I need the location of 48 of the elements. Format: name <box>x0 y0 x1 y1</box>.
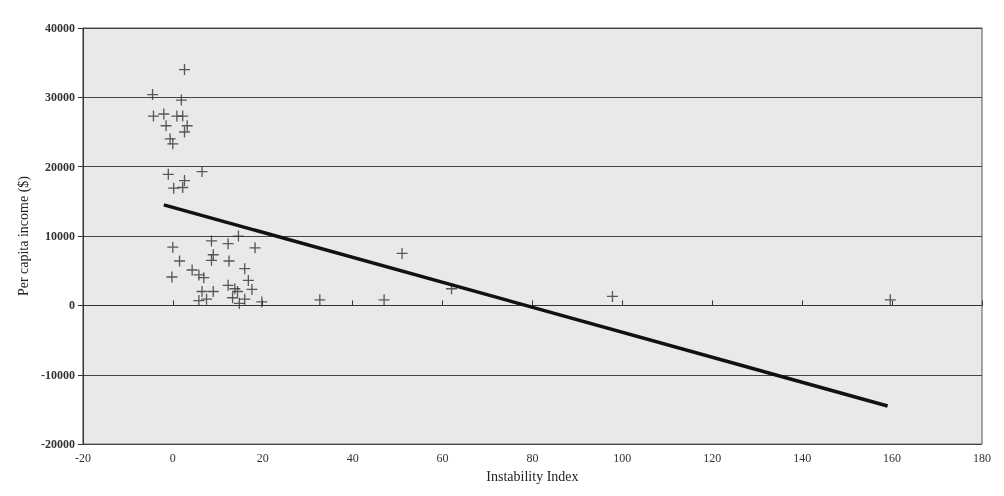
y-tick-label: 10000 <box>44 229 75 244</box>
y-tick-label: 0 <box>68 298 75 313</box>
point <box>205 235 217 247</box>
x-tick-label: 80 <box>526 451 539 466</box>
point <box>196 166 208 178</box>
y-tick-label: 20000 <box>44 159 75 174</box>
point <box>232 230 244 242</box>
point <box>147 110 159 122</box>
x-tick-label: 20 <box>256 451 269 466</box>
point <box>222 238 234 250</box>
point <box>239 293 251 305</box>
x-tick-label: 100 <box>613 451 632 466</box>
point <box>201 293 213 305</box>
point <box>222 279 234 291</box>
point <box>246 283 258 295</box>
x-tick-label: -20 <box>74 451 91 466</box>
x-tick-label: 0 <box>169 451 176 466</box>
y-tick-label: -20000 <box>40 437 75 452</box>
point <box>160 120 172 132</box>
point <box>166 271 178 283</box>
point <box>178 126 190 138</box>
point <box>177 110 189 122</box>
point <box>256 296 268 308</box>
point <box>174 255 186 267</box>
x-tick-label: 120 <box>703 451 722 466</box>
x-axis-title: Instability Index <box>486 468 579 484</box>
point <box>378 294 390 306</box>
point <box>158 108 170 120</box>
point <box>196 286 208 298</box>
point <box>164 133 176 145</box>
point <box>314 294 326 306</box>
x-tick-label: 60 <box>436 451 449 466</box>
y-axis-title: Per capita income ($) <box>15 175 32 297</box>
point <box>884 294 896 306</box>
point <box>396 247 408 259</box>
y-tick-label: -10000 <box>40 367 75 382</box>
point <box>186 264 198 276</box>
y-tick-label: 40000 <box>44 21 75 35</box>
point <box>193 269 205 281</box>
point <box>223 255 235 267</box>
y-tick-label: 30000 <box>44 90 75 105</box>
point <box>249 242 261 254</box>
point <box>175 94 187 106</box>
x-tick-label: 160 <box>883 451 902 466</box>
point <box>167 241 179 253</box>
x-tick-label: 40 <box>346 451 359 466</box>
x-tick-label: 140 <box>793 451 812 466</box>
x-tick-label: 180 <box>973 451 991 466</box>
